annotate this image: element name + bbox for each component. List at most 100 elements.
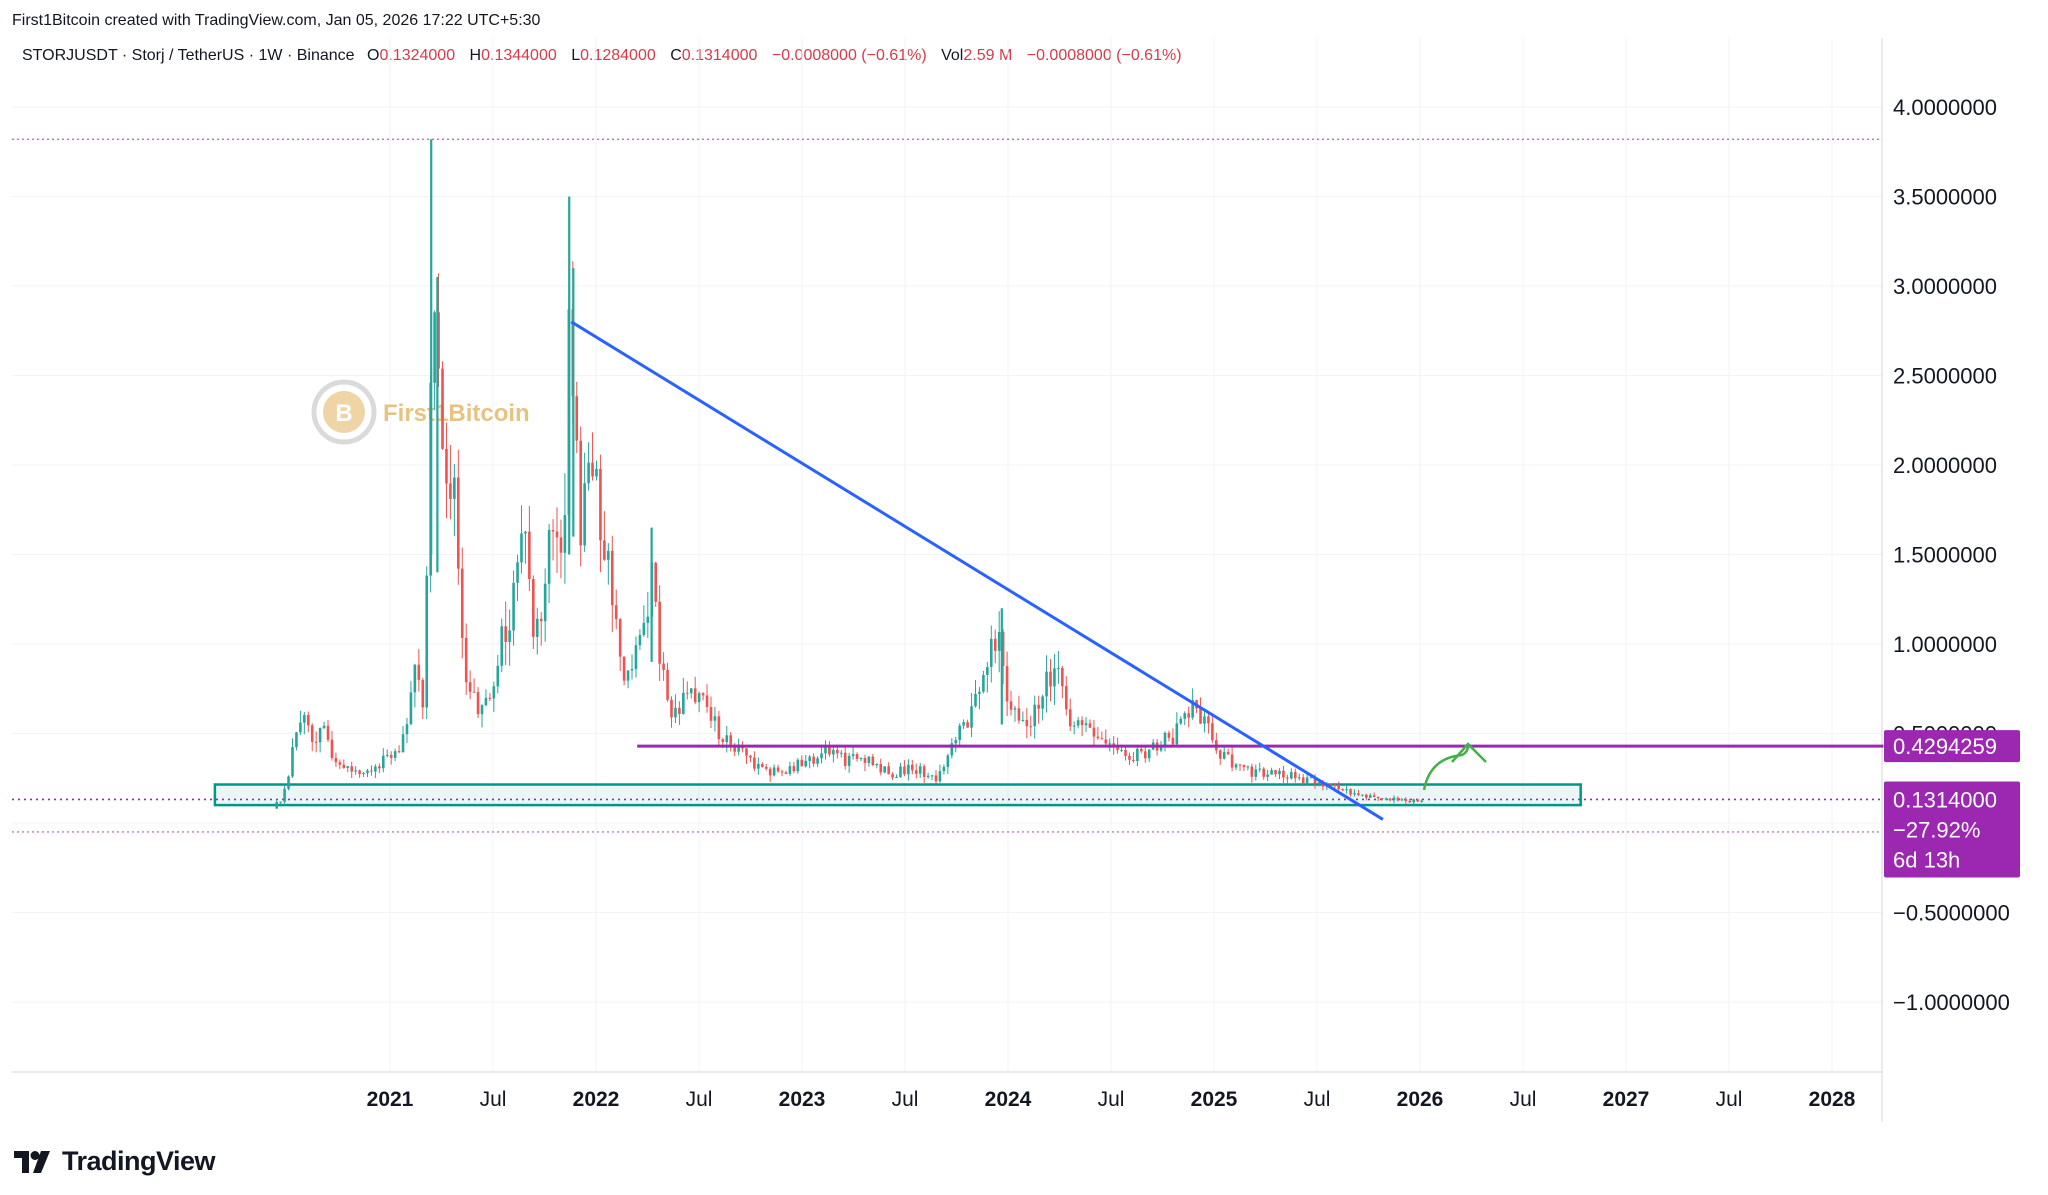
candle-body — [808, 756, 811, 761]
candle-body — [697, 693, 701, 703]
candle-body — [737, 744, 740, 752]
candle-body — [895, 776, 898, 778]
candle-body — [942, 766, 946, 772]
price-tick-label: 3.5000000 — [1893, 185, 1997, 210]
candle-body — [1293, 772, 1297, 779]
candle-body — [275, 802, 278, 809]
candle-body — [1068, 709, 1072, 727]
candle-body — [863, 758, 867, 763]
candle-body — [1337, 784, 1341, 790]
candle-body — [914, 770, 918, 774]
candle-countdown-label: 6d 13h — [1893, 847, 1960, 872]
candle-body — [836, 749, 839, 754]
candle-body — [1278, 770, 1281, 775]
candle-body — [847, 755, 851, 766]
candle-body — [1412, 799, 1416, 803]
candle-body — [709, 707, 713, 721]
candle-body — [997, 632, 1001, 651]
candle-body — [674, 707, 677, 718]
candle-body — [512, 582, 515, 631]
candle-body — [666, 669, 669, 700]
candle-body — [1357, 793, 1360, 795]
candle-body — [1408, 800, 1412, 803]
candle-body — [1230, 754, 1234, 768]
symbol-label[interactable]: STORJUSDT · Storj / TetherUS · 1W · Bina… — [22, 47, 355, 64]
candle-body — [682, 692, 685, 715]
candle-body — [1076, 720, 1080, 726]
candle-body — [989, 638, 993, 667]
resistance-price-tag — [1884, 730, 2020, 763]
candle-body — [1061, 667, 1064, 687]
open-value: 0.1324000 — [379, 47, 456, 64]
price-tick-label: 2.0000000 — [1893, 453, 1997, 478]
support-zone-box[interactable] — [213, 783, 1582, 807]
chart-credit: First1Bitcoin created with TradingView.c… — [12, 12, 541, 29]
candle-body — [314, 741, 318, 743]
candle-body — [855, 754, 859, 759]
candle-body — [1029, 726, 1033, 728]
candle-body — [1218, 750, 1222, 759]
candle-body — [887, 766, 890, 775]
svg-text:B: B — [335, 400, 352, 427]
candle-body — [603, 540, 606, 560]
low-label: L — [571, 47, 581, 64]
candle-body — [610, 550, 614, 606]
candle-body — [539, 618, 543, 622]
candle-body — [658, 601, 661, 664]
candle-body — [982, 674, 985, 692]
candle-body — [338, 762, 342, 765]
candle-body — [397, 751, 401, 753]
candle-body — [500, 626, 504, 666]
candle-body — [705, 695, 709, 708]
candle-body — [685, 692, 689, 694]
candle-body — [1128, 755, 1131, 760]
candle-body — [583, 483, 586, 546]
candle-body — [1274, 770, 1277, 775]
descending-trendline[interactable] — [570, 320, 1384, 821]
candle-body — [1309, 776, 1313, 778]
candle-body — [1096, 736, 1100, 739]
candle-body — [484, 697, 488, 706]
candle-body — [1376, 796, 1380, 799]
candle-body — [342, 764, 346, 768]
time-tick-label: Jul — [1510, 1088, 1537, 1111]
candle-body — [993, 638, 997, 651]
tradingview-brand[interactable]: TradingView — [14, 1146, 216, 1177]
candle-body — [1341, 789, 1344, 791]
candle-body — [816, 758, 819, 764]
candle-body — [717, 716, 721, 740]
candle-body — [784, 772, 788, 774]
candle-body — [350, 766, 354, 772]
time-tick-label: 2028 — [1809, 1088, 1856, 1111]
candle-body — [441, 368, 444, 449]
candle-body — [575, 396, 579, 441]
candle-body — [1250, 766, 1254, 777]
candle-body — [1266, 774, 1269, 777]
candle-body — [1361, 794, 1364, 796]
candle-body — [1143, 751, 1147, 759]
candle-body — [1163, 732, 1167, 746]
candle-body — [891, 774, 894, 778]
candle-body — [579, 440, 582, 546]
candle-body — [1092, 727, 1096, 737]
candle-body — [938, 771, 942, 782]
candle-body — [1400, 799, 1404, 801]
candle-body — [812, 756, 815, 764]
candle-body — [824, 746, 827, 754]
candle-body — [1222, 752, 1226, 759]
candle-body — [1120, 749, 1123, 751]
tradingview-brand-label: TradingView — [62, 1146, 216, 1176]
candle-body — [607, 550, 610, 560]
current-price-tag — [1884, 781, 2020, 878]
candle-body — [839, 752, 843, 754]
candle-body — [1057, 667, 1060, 669]
time-tick-label: Jul — [1304, 1088, 1331, 1111]
candle-body — [713, 716, 717, 721]
candle-body — [654, 562, 658, 602]
candle-body — [753, 757, 756, 769]
candle-body — [745, 748, 748, 756]
candle-body — [303, 715, 306, 723]
candle-body — [843, 752, 847, 766]
candle-body — [1140, 748, 1143, 752]
